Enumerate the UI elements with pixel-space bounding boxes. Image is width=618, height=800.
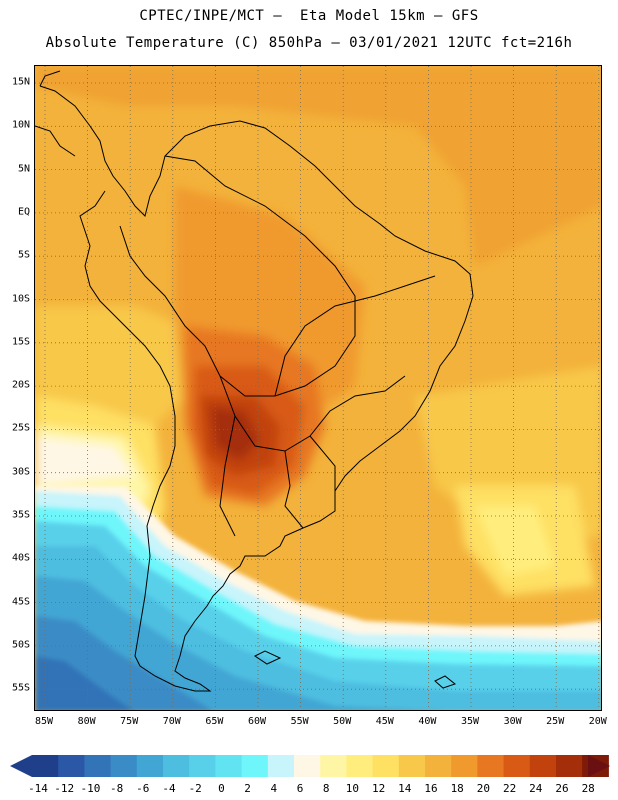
country-borders-north	[119, 155, 356, 397]
colorbar-label: 12	[371, 782, 386, 795]
colorbar-min-arrow	[10, 755, 32, 777]
colorbar-cell	[477, 755, 505, 777]
colorbar-cell	[372, 755, 400, 777]
colorbar-label: -2	[188, 782, 202, 795]
lat-label: 45S	[11, 596, 30, 608]
lon-label: 55W	[290, 716, 309, 727]
colorbar-label: 14	[398, 782, 412, 795]
colorbar-label: 6	[296, 782, 304, 795]
lon-label: 80W	[77, 716, 96, 727]
colorbar-label: -4	[162, 782, 176, 795]
coastlines	[35, 70, 474, 692]
lon-label: 35W	[460, 716, 480, 727]
lat-label: 15S	[11, 336, 30, 348]
central-america-outline	[35, 70, 76, 157]
colorbar-label: -10	[80, 782, 101, 795]
colorbar-cell	[136, 755, 164, 777]
colorbar-cell	[241, 755, 269, 777]
colorbar-label: -12	[54, 782, 75, 795]
lon-label: 65W	[205, 716, 224, 727]
colorbar-cell	[556, 755, 583, 777]
colorbar-label: 22	[502, 782, 517, 795]
zone-interior-26	[210, 406, 260, 461]
lat-label: 20S	[11, 379, 30, 391]
colorbar-label: -6	[136, 782, 150, 795]
colorbar-cells	[32, 755, 609, 777]
lat-label: 55S	[11, 682, 30, 694]
country-borders-south	[219, 415, 336, 537]
lon-label: 30W	[503, 716, 522, 727]
temperature-map	[35, 66, 601, 710]
colorbar-cell	[189, 755, 216, 777]
colorbar-cell	[84, 755, 112, 777]
colorbar-label: 24	[529, 782, 543, 795]
lon-label: 70W	[162, 716, 181, 727]
lat-label: 15N	[11, 76, 30, 88]
lon-label: 60W	[247, 716, 267, 727]
lat-label: EQ	[17, 206, 30, 218]
colorbar-label: 2	[244, 782, 251, 795]
lat-label: 5S	[17, 249, 30, 261]
lat-label: 40S	[11, 552, 30, 564]
colorbar-label: 8	[322, 782, 330, 795]
zone-atlantic-10	[475, 506, 555, 576]
lat-label: 10N	[11, 119, 30, 131]
lon-label: 50W	[333, 716, 352, 727]
lon-label: 45W	[375, 716, 394, 727]
title-line-2: Absolute Temperature (C) 850hPa – 03/01/…	[45, 35, 573, 51]
colorbar-label: -8	[109, 782, 124, 795]
zone-south-m6	[35, 656, 133, 710]
colorbar-label: 26	[555, 782, 569, 795]
lat-lon-grid	[35, 66, 601, 710]
colorbar-cell	[294, 755, 321, 777]
south-america-outline	[39, 85, 474, 692]
islands	[254, 650, 457, 689]
colorbar-cell	[451, 755, 478, 777]
colorbar-cell	[529, 755, 557, 777]
colorbar-cell	[163, 755, 190, 777]
colorbar-cell	[346, 755, 374, 777]
lon-label: 40W	[418, 716, 437, 727]
colorbar-cell	[425, 755, 452, 777]
lat-label: 5N	[17, 163, 30, 175]
lat-label: 50S	[11, 639, 30, 651]
lon-label: 75W	[120, 716, 139, 727]
lat-label: 30S	[11, 466, 30, 478]
colorbar-label: 4	[270, 782, 278, 795]
colorbar-cell	[32, 755, 59, 777]
colorbar	[10, 755, 610, 777]
colorbar-label: 20	[476, 782, 491, 795]
colorbar-label: -14	[28, 782, 48, 795]
colorbar-cell	[58, 755, 85, 777]
lat-label: 25S	[11, 422, 30, 434]
colorbar-cell	[503, 755, 531, 777]
map-frame	[34, 65, 602, 711]
lat-label: 35S	[11, 509, 30, 521]
colorbar-label: 16	[424, 782, 438, 795]
lon-label: 85W	[34, 716, 54, 727]
title-line-1: CPTEC/INPE/MCT – Eta Model 15km – GFS	[139, 8, 479, 24]
colorbar-label: 18	[450, 782, 464, 795]
colorbar-max-arrow	[588, 755, 610, 777]
lon-label: 25W	[546, 716, 565, 727]
colorbar-label: 10	[345, 782, 360, 795]
zone-pacific-8	[35, 436, 135, 486]
lon-label: 20W	[588, 716, 607, 727]
colorbar-cell	[267, 755, 295, 777]
colorbar-label: 0	[218, 782, 225, 795]
colorbar-cell	[110, 755, 138, 777]
colorbar-cell	[215, 755, 243, 777]
colorbar-label: 28	[581, 782, 595, 795]
colorbar-cell	[320, 755, 347, 777]
zone-north-18	[35, 66, 601, 266]
lat-label: 10S	[11, 293, 30, 304]
colorbar-cell	[398, 755, 426, 777]
